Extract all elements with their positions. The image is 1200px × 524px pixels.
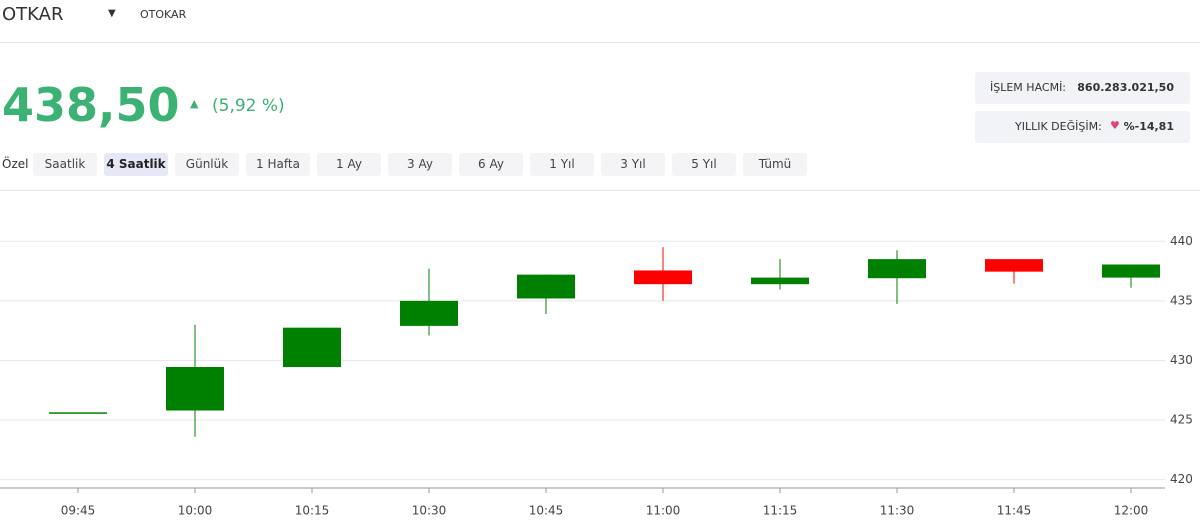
company-name: OTOKAR (140, 8, 187, 21)
x-tick-label: 11:45 (997, 504, 1032, 518)
stat-value: %-14,81 (1123, 120, 1174, 133)
symbol: OTKAR (2, 4, 64, 25)
candle-body (400, 300, 458, 326)
x-tick-label: 12:00 (1114, 504, 1149, 518)
range-button[interactable]: Günlük (175, 153, 239, 176)
x-tick-label: 11:30 (880, 504, 915, 518)
range-button[interactable]: 1 Yıl (530, 153, 594, 176)
stat-label: YILLIK DEĞİŞİM: (1015, 120, 1102, 133)
candle-body (517, 274, 575, 299)
range-button[interactable]: 5 Yıl (672, 153, 736, 176)
heart-icon: ♥ (1110, 119, 1120, 132)
x-tick-label: 10:45 (529, 504, 564, 518)
candle-body (751, 277, 809, 285)
last-price: 438,50 (2, 78, 180, 132)
candle-body (985, 259, 1043, 272)
y-tick-label: 430 (1170, 353, 1193, 367)
range-button[interactable]: Tümü (743, 153, 807, 176)
x-tick-label: 10:15 (295, 504, 330, 518)
dropdown-icon[interactable]: ▼ (108, 8, 116, 19)
range-button[interactable]: Saatlik (33, 153, 97, 176)
separator (0, 190, 1200, 191)
y-tick-label: 425 (1170, 413, 1193, 427)
candle-body (49, 412, 107, 414)
y-tick-label: 435 (1170, 293, 1193, 307)
x-tick-label: 09:45 (61, 504, 96, 518)
candle-body (634, 270, 692, 285)
x-tick-label: 10:30 (412, 504, 447, 518)
stat-value: 860.283.021,50 (1077, 81, 1174, 94)
range-label: Özel (2, 157, 29, 171)
price-change: (5,92 %) (212, 96, 285, 116)
x-tick-label: 10:00 (178, 504, 213, 518)
candle-body (868, 259, 926, 279)
y-tick-label: 440 (1170, 234, 1193, 248)
y-tick-label: 420 (1170, 472, 1193, 486)
range-button[interactable]: 1 Hafta (246, 153, 310, 176)
up-arrow: ▲ (190, 97, 199, 110)
candle-body (1102, 264, 1160, 278)
range-button[interactable]: 3 Ay (388, 153, 452, 176)
candle-body (166, 367, 224, 411)
range-button[interactable]: 3 Yıl (601, 153, 665, 176)
volume-box: İŞLEM HACMİ: 860.283.021,50 (975, 72, 1190, 104)
x-tick-label: 11:15 (763, 504, 798, 518)
x-tick-label: 11:00 (646, 504, 681, 518)
range-button[interactable]: 6 Ay (459, 153, 523, 176)
separator (0, 42, 1200, 43)
range-button[interactable]: 4 Saatlik (104, 153, 168, 176)
candle-body (283, 327, 341, 368)
stat-label: İŞLEM HACMİ: (990, 81, 1067, 94)
yearly-box: YILLIK DEĞİŞİM: ♥ %-14,81 (975, 111, 1190, 143)
range-button[interactable]: 1 Ay (317, 153, 381, 176)
